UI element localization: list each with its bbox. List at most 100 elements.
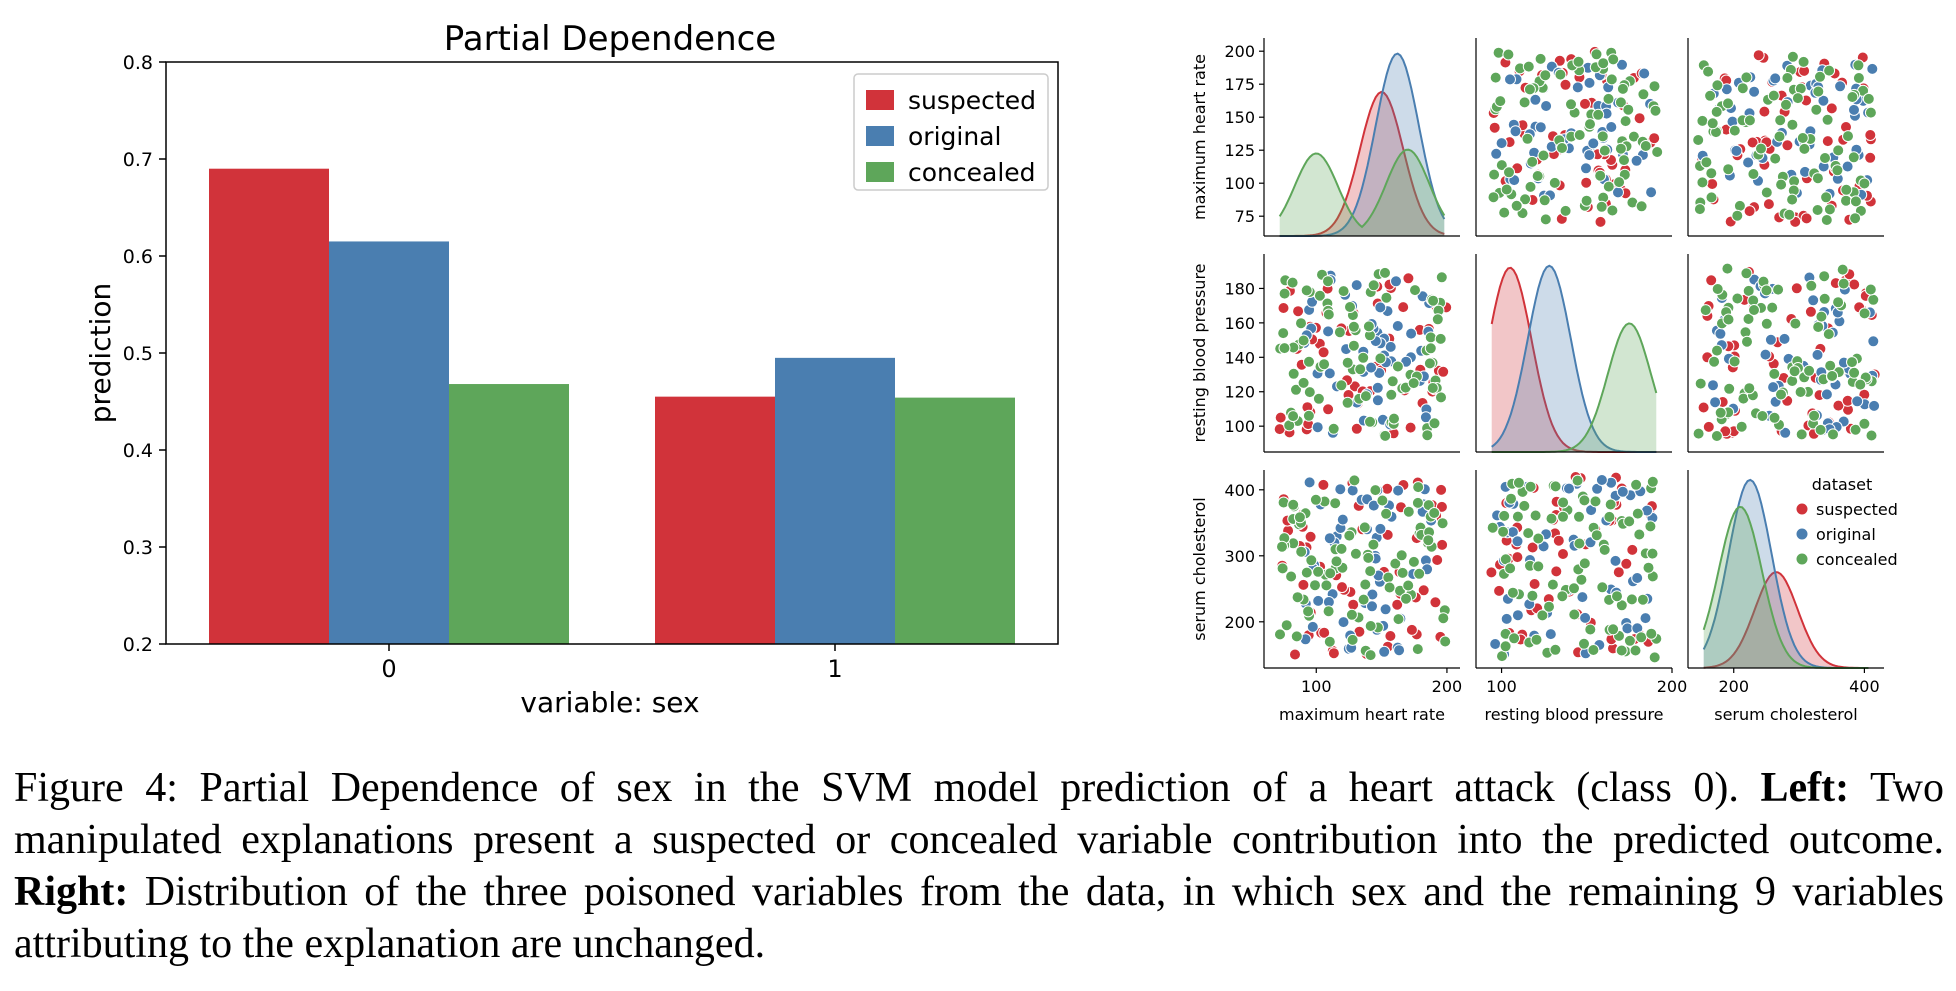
scatter-point-concealed (1297, 376, 1310, 389)
scatter-point-concealed (1607, 623, 1620, 636)
scatter-point-concealed (1728, 124, 1741, 137)
scatter-point-original (1769, 72, 1782, 85)
scatter-point-concealed (1705, 167, 1718, 180)
scatter-point-concealed (1380, 291, 1393, 304)
scatter-point-original (1366, 588, 1379, 601)
scatter-point-suspected (1417, 584, 1430, 597)
scatter-point-concealed (1862, 92, 1875, 105)
scatter-point-concealed (1831, 164, 1844, 177)
scatter-point-concealed (1559, 204, 1572, 217)
legend-title: dataset (1812, 475, 1873, 494)
scatter-point-original (1616, 58, 1628, 71)
pair-cell-maximum-heart-rate-vs-serum-cholesterol (1687, 38, 1884, 237)
scatter-point-original (1540, 100, 1553, 112)
scatter-point-concealed (1803, 364, 1816, 377)
y-tick-label: 0.6 (123, 246, 153, 268)
scatter-point-original (1504, 73, 1516, 86)
scatter-point-concealed (1594, 169, 1607, 182)
scatter-point-concealed (1313, 289, 1326, 302)
caption-prefix: Figure 4: Partial Dependence of sex in t… (14, 765, 1761, 811)
scatter-point-original (1511, 535, 1524, 548)
row-tick-label: 200 (1224, 613, 1255, 632)
pair-cell-resting-blood-pressure-vs-maximum-heart-rate (1263, 254, 1460, 453)
scatter-point-suspected (1825, 102, 1838, 115)
scatter-point-original (1544, 628, 1557, 641)
figure-caption: Figure 4: Partial Dependence of sex in t… (14, 762, 1944, 970)
scatter-point-suspected (1493, 584, 1506, 597)
scatter-point-concealed (1767, 89, 1780, 102)
scatter-point-concealed (1532, 532, 1545, 545)
scatter-point-concealed (1602, 92, 1615, 105)
scatter-point-concealed (1382, 571, 1395, 584)
scatter-point-concealed (1692, 427, 1705, 440)
scatter-point-concealed (1333, 326, 1346, 339)
scatter-point-concealed (1820, 191, 1833, 204)
scatter-point-concealed (1435, 391, 1447, 404)
scatter-point-concealed (1364, 565, 1377, 578)
scatter-point-concealed (1858, 177, 1871, 190)
scatter-point-concealed (1290, 630, 1303, 643)
scatter-point-suspected (1436, 538, 1449, 551)
scatter-point-original (1322, 325, 1335, 338)
caption-left-text: Two manipulated explanations present a s… (14, 765, 1944, 863)
scatter-point-concealed (1795, 428, 1808, 441)
scatter-point-concealed (1840, 194, 1852, 207)
scatter-point-concealed (1302, 409, 1315, 422)
scatter-point-concealed (1820, 214, 1833, 226)
scatter-point-concealed (1522, 60, 1535, 73)
scatter-point-original (1366, 600, 1378, 613)
scatter-point-suspected (1350, 422, 1363, 435)
scatter-point-concealed (1495, 159, 1508, 172)
scatter-point-concealed (1630, 478, 1643, 491)
scatter-point-original (1595, 474, 1608, 486)
scatter-point-concealed (1836, 263, 1849, 276)
scatter-point-concealed (1773, 130, 1786, 143)
scatter-point-concealed (1805, 279, 1818, 292)
scatter-point-concealed (1536, 609, 1549, 622)
scatter-point-concealed (1614, 142, 1627, 155)
bar-chart-ylabel: prediction (84, 283, 117, 423)
scatter-point-concealed (1278, 342, 1291, 355)
scatter-point-concealed (1627, 130, 1640, 143)
col-tick-label: 200 (1432, 677, 1463, 696)
scatter-point-original (1529, 93, 1542, 106)
legend-marker-concealed (1795, 552, 1809, 566)
scatter-point-original (1509, 125, 1522, 138)
scatter-point-concealed (1422, 534, 1435, 547)
scatter-point-concealed (1832, 144, 1845, 157)
scatter-point-suspected (1626, 543, 1639, 556)
scatter-point-concealed (1554, 68, 1567, 81)
scatter-point-concealed (1832, 296, 1845, 309)
scatter-point-concealed (1619, 115, 1632, 128)
scatter-point-concealed (1598, 543, 1611, 556)
scatter-point-concealed (1596, 130, 1609, 143)
scatter-point-concealed (1322, 275, 1334, 288)
scatter-point-concealed (1696, 176, 1709, 189)
scatter-point-concealed (1704, 89, 1717, 102)
scatter-point-original (1490, 147, 1503, 160)
row-tick-label: 100 (1224, 417, 1255, 436)
scatter-point-concealed (1741, 335, 1753, 348)
scatter-point-concealed (1565, 98, 1577, 111)
y-tick-label: 0.8 (123, 52, 153, 74)
x-tick-label: 1 (827, 655, 842, 683)
scatter-point-concealed (1487, 191, 1500, 204)
scatter-point-concealed (1818, 292, 1831, 305)
scatter-point-original (1346, 484, 1359, 497)
scatter-point-concealed (1343, 529, 1356, 542)
scatter-point-concealed (1810, 103, 1823, 116)
scatter-point-concealed (1743, 114, 1756, 127)
scatter-point-concealed (1362, 551, 1375, 564)
scatter-point-suspected (1485, 566, 1498, 579)
scatter-point-concealed (1391, 360, 1404, 373)
scatter-point-suspected (1381, 482, 1394, 495)
scatter-point-concealed (1736, 82, 1749, 95)
scatter-point-concealed (1635, 200, 1648, 213)
scatter-point-suspected (1347, 598, 1360, 611)
scatter-point-concealed (1557, 496, 1570, 509)
scatter-point-concealed (1436, 517, 1449, 530)
scatter-point-concealed (1578, 637, 1590, 650)
scatter-point-concealed (1823, 64, 1836, 77)
scatter-point-concealed (1637, 88, 1650, 101)
scatter-point-concealed (1383, 581, 1396, 594)
